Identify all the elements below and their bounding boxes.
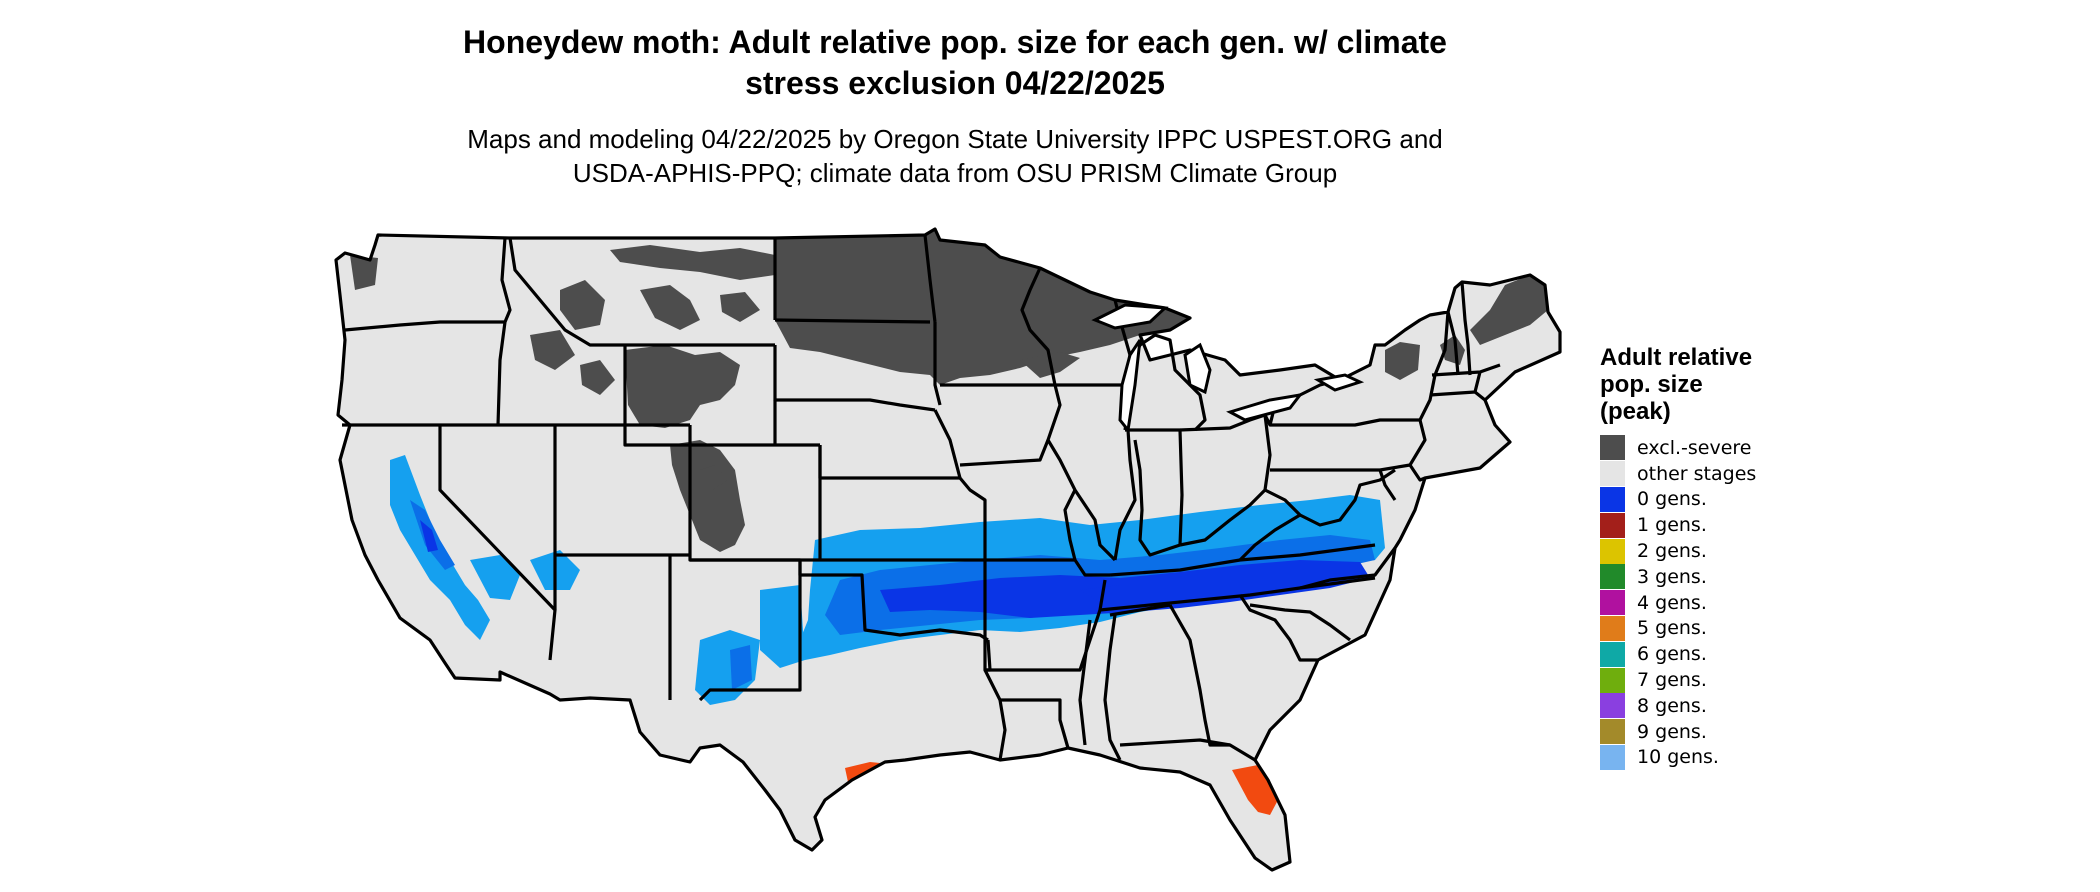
legend-label: 2 gens.: [1637, 540, 1707, 563]
legend-swatch: [1600, 641, 1625, 667]
legend-label: 9 gens.: [1637, 720, 1707, 743]
legend-item: 7 gens.: [1600, 667, 1840, 693]
legend-item: 5 gens.: [1600, 615, 1840, 642]
map-subtitle-line-1: Maps and modeling 04/22/2025 by Oregon S…: [467, 124, 1443, 154]
legend-title-line-3: (peak): [1600, 398, 1671, 425]
zero-gens-regions: [420, 520, 1370, 618]
legend-swatch: [1600, 719, 1625, 745]
legend-item: excl.-severe: [1600, 435, 1840, 461]
legend-title: Adult relative pop. size (peak): [1600, 344, 1840, 425]
legend-swatch: [1600, 486, 1625, 512]
legend-swatch: [1600, 744, 1625, 770]
map-title-line-1: Honeydew moth: Adult relative pop. size …: [463, 24, 1447, 60]
legend-label: other stages: [1637, 462, 1757, 485]
legend-label: 3 gens.: [1637, 565, 1707, 588]
legend-item: 1 gens.: [1600, 512, 1840, 538]
legend: Adult relative pop. size (peak) excl.-se…: [1600, 344, 1840, 770]
legend-label: 8 gens.: [1637, 694, 1707, 717]
legend-swatch: [1600, 667, 1625, 693]
legend-label: 6 gens.: [1637, 643, 1707, 666]
legend-swatch: [1600, 693, 1625, 719]
legend-label: 5 gens.: [1637, 617, 1707, 640]
legend-item: 9 gens.: [1600, 719, 1840, 745]
great-lakes: [1091, 303, 1365, 434]
legend-item: other stages: [1600, 461, 1840, 487]
legend-swatch: [1600, 615, 1625, 641]
legend-title-line-1: Adult relative: [1600, 344, 1753, 371]
map-title: Honeydew moth: Adult relative pop. size …: [340, 22, 1570, 104]
legend-item: 2 gens.: [1600, 538, 1840, 564]
legend-label: 10 gens.: [1637, 746, 1719, 769]
legend-swatch: [1600, 564, 1625, 590]
legend-item: 8 gens.: [1600, 693, 1840, 719]
legend-label: 1 gens.: [1637, 514, 1707, 537]
legend-label: 4 gens.: [1637, 591, 1707, 614]
legend-item: 0 gens.: [1600, 486, 1840, 513]
legend-swatch: [1600, 461, 1625, 487]
state-borders: [334, 227, 1562, 872]
legend-swatch: [1600, 435, 1625, 461]
legend-swatch: [1600, 538, 1625, 564]
legend-title-line-2: pop. size: [1600, 371, 1703, 398]
legend-swatch: [1600, 590, 1625, 616]
map-title-line-2: stress exclusion 04/22/2025: [745, 65, 1165, 101]
legend-item: 10 gens.: [1600, 744, 1840, 771]
legend-label: 7 gens.: [1637, 669, 1707, 692]
legend-label: excl.-severe: [1637, 436, 1752, 459]
map-subtitle-line-2: USDA-APHIS-PPQ; climate data from OSU PR…: [572, 158, 1338, 188]
map-subtitle: Maps and modeling 04/22/2025 by Oregon S…: [340, 122, 1570, 190]
legend-swatch: [1600, 512, 1625, 538]
legend-items: excl.-severe other stages 0 gens. 1 gens. 2 …: [1600, 435, 1840, 770]
legend-item: 4 gens.: [1600, 590, 1840, 616]
legend-item: 6 gens.: [1600, 641, 1840, 667]
legend-label: 0 gens.: [1637, 488, 1707, 511]
legend-item: 3 gens.: [1600, 564, 1840, 590]
excluded-regions: [350, 229, 1548, 552]
